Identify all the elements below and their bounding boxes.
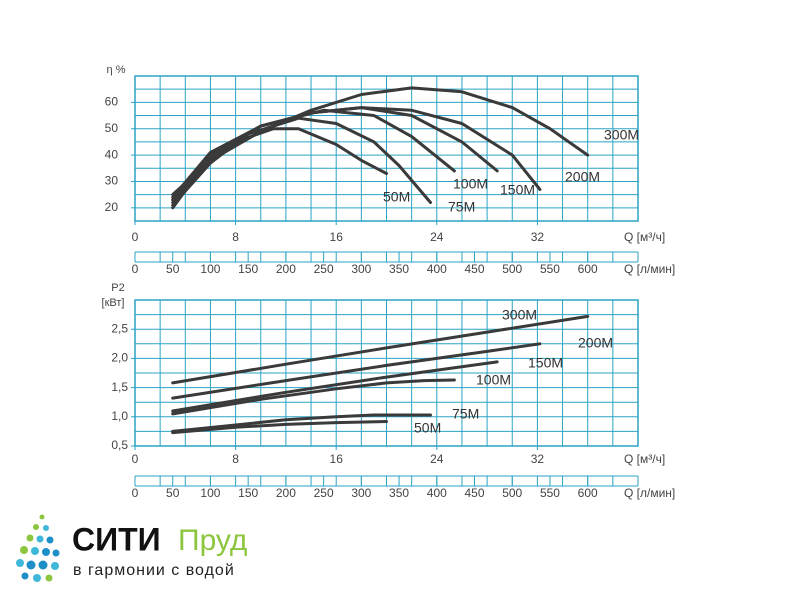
series-line [171, 378, 456, 416]
series-label: 100M [476, 372, 511, 388]
y-tick-label: 60 [105, 95, 119, 109]
x-tick-label: 24 [430, 230, 444, 244]
x2-tick-label: 550 [540, 486, 560, 500]
y-tick-label: 50 [105, 121, 119, 135]
series-label: 75M [448, 199, 475, 215]
series-label: 150M [500, 182, 535, 198]
x2-tick-label: 500 [502, 262, 522, 276]
x-tick-label: 32 [531, 230, 545, 244]
y-axis-title: P2 [111, 282, 124, 294]
x2-tick-label: 200 [276, 262, 296, 276]
series-label: 50M [383, 189, 410, 205]
x2-tick-label: 0 [132, 486, 139, 500]
x2-tick-label: 600 [578, 486, 598, 500]
x2-axis-title: Q [л/мин] [624, 262, 675, 276]
x2-tick-label: 300 [351, 486, 371, 500]
x2-tick-label: 250 [314, 486, 334, 500]
series-label: 50M [414, 420, 441, 436]
x-tick-label: 0 [132, 452, 139, 466]
series-label: 75M [452, 406, 479, 422]
x2-tick-label: 600 [578, 262, 598, 276]
x2-tick-label: 350 [389, 486, 409, 500]
x2-tick-label: 400 [427, 486, 447, 500]
y-tick-label: 1,0 [111, 409, 128, 423]
y-tick-label: 0,5 [111, 438, 128, 452]
x2-tick-label: 450 [464, 262, 484, 276]
x-tick-label: 24 [430, 452, 444, 466]
x2-tick-label: 250 [314, 262, 334, 276]
x2-tick-label: 0 [132, 262, 139, 276]
y-tick-label: 1,5 [111, 380, 128, 394]
series-label: 300M [604, 127, 639, 143]
series-line [171, 413, 432, 433]
series-label: 150M [528, 355, 563, 371]
logo-name2: Пруд [178, 524, 247, 557]
series-label: 200M [578, 335, 613, 351]
series-line [171, 106, 542, 199]
y-axis-unit: [кВт] [102, 297, 125, 309]
series-label: 200M [565, 169, 600, 185]
series-line [171, 86, 590, 197]
x2-tick-label: 150 [238, 486, 258, 500]
y-tick-label: 20 [105, 200, 119, 214]
y-tick-label: 30 [105, 174, 119, 188]
logo-tagline: в гармонии с водой [73, 562, 235, 579]
x-axis-title: Q [м³/ч] [624, 230, 665, 244]
x-tick-label: 0 [132, 230, 139, 244]
x-tick-label: 16 [330, 452, 344, 466]
plot-border [134, 299, 639, 447]
y-tick-label: 40 [105, 147, 119, 161]
x2-tick-label: 450 [464, 486, 484, 500]
x2-tick-label: 200 [276, 486, 296, 500]
x2-tick-label: 100 [200, 486, 220, 500]
logo-icon [16, 514, 60, 582]
series-label: 100M [453, 176, 488, 192]
x-tick-label: 32 [531, 452, 545, 466]
x2-tick-label: 300 [351, 262, 371, 276]
x2-tick-label: 500 [502, 486, 522, 500]
x-tick-label: 8 [232, 452, 239, 466]
x2-tick-label: 150 [238, 262, 258, 276]
x2-tick-label: 50 [166, 486, 180, 500]
y-tick-label: 2,0 [111, 351, 128, 365]
series-line [171, 342, 542, 400]
series-label: 300M [502, 307, 537, 323]
series-line [171, 360, 499, 413]
x2-tick-label: 400 [427, 262, 447, 276]
series-line [171, 314, 590, 385]
x-axis-title: Q [м³/ч] [624, 452, 665, 466]
x2-tick-label: 350 [389, 262, 409, 276]
x-tick-label: 8 [232, 230, 239, 244]
x2-axis-title: Q [л/мин] [624, 486, 675, 500]
plot-border [134, 75, 639, 222]
x2-tick-label: 550 [540, 262, 560, 276]
x-tick-label: 16 [330, 230, 344, 244]
y-tick-label: 2,5 [111, 321, 128, 335]
y-axis-title: η % [107, 64, 126, 76]
x2-tick-label: 100 [200, 262, 220, 276]
logo-name: СИТИ [72, 521, 161, 557]
x2-tick-label: 50 [166, 262, 180, 276]
series-line [171, 420, 388, 435]
